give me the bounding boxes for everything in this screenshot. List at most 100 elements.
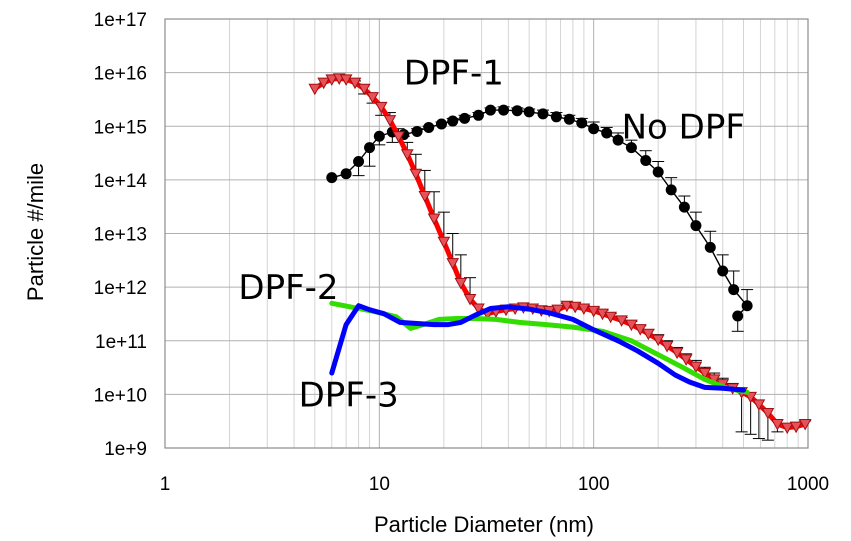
data-point bbox=[601, 127, 613, 139]
data-point bbox=[625, 142, 637, 154]
data-point bbox=[409, 168, 423, 181]
data-point bbox=[704, 241, 716, 253]
y-tick-label: 1e+14 bbox=[94, 171, 148, 192]
y-tick-label: 1e+15 bbox=[94, 117, 147, 138]
y-tick-label: 1e+12 bbox=[94, 278, 147, 299]
data-point bbox=[752, 399, 766, 411]
data-point bbox=[698, 368, 712, 380]
data-point bbox=[761, 407, 775, 420]
y-axis-tick-labels: 1e+9 1e+10 1e+11 1e+12 1e+13 1e+14 1e+15 1e+16 1… bbox=[94, 10, 148, 460]
data-point bbox=[418, 191, 432, 203]
data-point bbox=[472, 109, 484, 121]
data-point bbox=[689, 361, 703, 374]
data-point bbox=[551, 304, 565, 317]
data-point bbox=[642, 328, 655, 341]
data-point bbox=[560, 300, 574, 313]
label-dpf-1: DPF-1 bbox=[404, 54, 504, 94]
data-point bbox=[596, 308, 609, 321]
data-point bbox=[437, 236, 451, 249]
y-tick-label: 1e+17 bbox=[94, 10, 147, 31]
data-point bbox=[537, 108, 549, 120]
data-point bbox=[348, 77, 362, 90]
y-tick-label: 1e+13 bbox=[94, 225, 147, 246]
data-point bbox=[744, 391, 757, 404]
y-tick-label: 1e+11 bbox=[95, 332, 147, 353]
data-point bbox=[353, 156, 365, 168]
data-point bbox=[339, 74, 353, 86]
y-tick-label: 1e+16 bbox=[94, 64, 147, 85]
data-point bbox=[498, 104, 510, 116]
data-point bbox=[373, 130, 385, 142]
data-point bbox=[357, 83, 371, 96]
data-point bbox=[670, 347, 684, 360]
x-tick-label: 1000 bbox=[787, 474, 829, 495]
data-point bbox=[678, 201, 690, 213]
x-tick-label: 100 bbox=[578, 474, 610, 495]
data-point bbox=[308, 83, 322, 96]
data-point bbox=[550, 111, 562, 123]
data-point bbox=[427, 213, 441, 226]
data-point bbox=[728, 284, 740, 296]
data-point bbox=[484, 104, 496, 116]
data-point bbox=[364, 142, 376, 154]
series-line-dpf-2 bbox=[329, 300, 750, 395]
series-line-dpf-3 bbox=[329, 303, 746, 393]
data-point bbox=[640, 154, 652, 166]
data-point bbox=[604, 311, 617, 324]
data-series bbox=[308, 73, 812, 435]
data-point bbox=[625, 319, 638, 332]
label-no-dpf: No DPF bbox=[622, 107, 745, 147]
data-point bbox=[374, 101, 388, 114]
data-point bbox=[446, 258, 460, 270]
data-point bbox=[665, 184, 677, 196]
y-tick-label: 1e+10 bbox=[94, 385, 147, 406]
data-point bbox=[325, 74, 339, 86]
data-point bbox=[383, 115, 397, 127]
series-annotations: DPF-1 No DPF DPF-2 DPF-3 bbox=[238, 54, 745, 416]
data-point bbox=[326, 172, 338, 184]
data-point bbox=[447, 115, 459, 127]
data-point bbox=[435, 118, 447, 130]
x-tick-label: 1 bbox=[160, 474, 171, 495]
data-point bbox=[771, 419, 784, 431]
data-point bbox=[568, 301, 582, 314]
data-point bbox=[798, 419, 812, 431]
data-point bbox=[615, 315, 628, 327]
data-point bbox=[523, 106, 535, 118]
data-point bbox=[576, 117, 588, 129]
data-point bbox=[732, 310, 744, 322]
y-tick-label: 1e+9 bbox=[104, 439, 147, 460]
data-point bbox=[392, 131, 405, 143]
data-point bbox=[454, 277, 468, 290]
data-point bbox=[511, 105, 523, 117]
series-dpf-3 bbox=[329, 303, 746, 393]
data-point bbox=[317, 77, 331, 90]
data-point bbox=[459, 112, 471, 124]
data-point bbox=[463, 294, 477, 306]
data-point bbox=[400, 149, 414, 161]
x-axis-tick-labels: 1 10 100 1000 bbox=[160, 474, 829, 495]
data-point bbox=[612, 134, 624, 146]
data-point bbox=[366, 92, 379, 104]
y-axis-title: Particle #/mile bbox=[23, 163, 48, 301]
data-point bbox=[717, 265, 729, 277]
x-tick-label: 10 bbox=[369, 474, 390, 495]
data-point bbox=[690, 220, 702, 232]
series-no-dpf bbox=[326, 104, 753, 322]
data-point bbox=[472, 303, 485, 316]
data-point bbox=[780, 422, 794, 435]
data-point bbox=[563, 113, 575, 125]
data-point bbox=[577, 303, 591, 316]
data-point bbox=[789, 421, 803, 434]
data-point bbox=[411, 125, 423, 137]
data-point bbox=[652, 166, 664, 178]
data-point bbox=[679, 354, 693, 366]
data-point bbox=[588, 123, 600, 135]
data-point bbox=[340, 168, 352, 180]
x-axis-title: Particle Diameter (nm) bbox=[374, 512, 594, 537]
series-dpf-2 bbox=[329, 300, 750, 395]
label-dpf-3: DPF-3 bbox=[299, 375, 399, 415]
label-dpf-2: DPF-2 bbox=[238, 268, 338, 308]
